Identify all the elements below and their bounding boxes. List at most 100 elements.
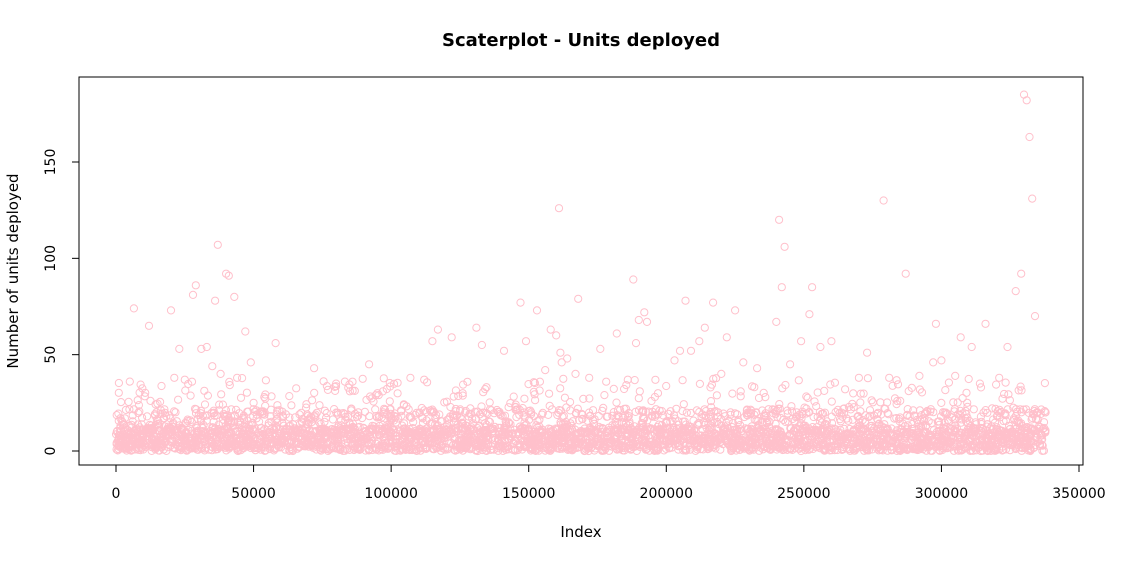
data-point bbox=[888, 436, 898, 445]
data-point bbox=[531, 396, 540, 405]
data-point bbox=[610, 421, 619, 430]
data-point bbox=[580, 446, 589, 456]
data-point bbox=[926, 407, 935, 416]
data-point bbox=[396, 437, 405, 446]
data-point bbox=[853, 422, 863, 431]
data-point bbox=[334, 433, 343, 442]
data-point bbox=[129, 304, 138, 313]
data-point bbox=[803, 435, 813, 444]
data-point bbox=[1000, 389, 1009, 399]
data-point bbox=[900, 443, 909, 452]
data-point bbox=[138, 429, 148, 438]
data-point bbox=[651, 375, 660, 384]
data-point bbox=[917, 440, 926, 449]
data-point bbox=[221, 406, 231, 415]
data-point bbox=[839, 430, 848, 440]
data-point bbox=[680, 445, 689, 454]
data-point bbox=[481, 426, 490, 435]
data-point bbox=[1011, 411, 1020, 421]
data-point bbox=[170, 407, 179, 416]
data-point bbox=[533, 417, 542, 426]
data-point bbox=[821, 445, 830, 454]
data-point bbox=[323, 385, 332, 394]
data-point bbox=[981, 319, 990, 328]
data-point bbox=[707, 419, 716, 428]
data-point bbox=[882, 425, 891, 434]
data-point bbox=[481, 408, 491, 417]
data-point bbox=[443, 415, 452, 424]
data-point bbox=[841, 385, 850, 394]
data-point bbox=[1029, 409, 1038, 419]
data-point bbox=[385, 378, 394, 388]
data-point bbox=[882, 424, 891, 433]
data-point bbox=[934, 430, 943, 439]
data-point bbox=[941, 386, 950, 395]
data-point bbox=[512, 405, 521, 414]
data-point bbox=[310, 441, 319, 450]
data-point bbox=[689, 416, 698, 425]
data-point bbox=[843, 429, 852, 438]
data-point bbox=[148, 434, 157, 444]
data-point bbox=[933, 417, 942, 426]
data-point bbox=[736, 387, 745, 396]
x-axis-label: Index bbox=[560, 523, 601, 541]
data-point bbox=[881, 429, 890, 438]
data-point bbox=[413, 432, 422, 441]
data-point bbox=[1040, 379, 1050, 388]
data-point bbox=[728, 419, 738, 428]
data-point bbox=[302, 419, 311, 428]
data-point bbox=[300, 438, 309, 447]
data-point bbox=[908, 419, 917, 429]
data-point bbox=[783, 406, 792, 415]
data-point bbox=[438, 439, 447, 448]
data-point bbox=[479, 388, 488, 397]
data-point bbox=[1011, 287, 1020, 296]
data-point bbox=[116, 398, 126, 407]
data-point bbox=[589, 439, 598, 448]
data-point bbox=[167, 429, 176, 439]
data-point bbox=[552, 331, 561, 340]
data-point bbox=[256, 431, 265, 440]
data-point bbox=[635, 387, 644, 396]
data-point bbox=[585, 394, 594, 403]
data-point bbox=[645, 425, 655, 434]
data-point bbox=[864, 446, 874, 455]
data-point bbox=[923, 406, 932, 416]
data-point bbox=[861, 441, 871, 450]
data-point bbox=[174, 395, 183, 404]
data-point bbox=[1015, 433, 1024, 442]
data-point bbox=[877, 430, 886, 439]
data-point bbox=[475, 410, 485, 419]
data-point bbox=[903, 405, 912, 414]
data-point bbox=[775, 215, 784, 224]
data-point bbox=[183, 440, 192, 449]
data-point bbox=[136, 380, 145, 389]
data-point bbox=[119, 436, 128, 445]
data-point bbox=[722, 333, 731, 342]
data-point bbox=[156, 397, 165, 406]
data-point bbox=[187, 418, 196, 427]
data-point bbox=[867, 396, 876, 405]
data-point bbox=[348, 422, 357, 431]
data-point bbox=[352, 412, 361, 421]
data-point bbox=[144, 321, 154, 330]
data-point bbox=[736, 445, 745, 454]
data-point bbox=[246, 358, 255, 367]
data-point bbox=[765, 435, 774, 444]
data-point bbox=[967, 429, 976, 438]
data-point bbox=[842, 414, 851, 423]
data-point bbox=[244, 407, 253, 416]
data-point bbox=[1033, 416, 1042, 425]
data-point bbox=[322, 409, 331, 418]
data-point bbox=[560, 393, 570, 402]
data-point bbox=[287, 401, 296, 410]
data-point bbox=[1016, 382, 1025, 391]
data-point bbox=[621, 436, 630, 445]
data-point bbox=[189, 438, 198, 447]
data-point bbox=[659, 411, 668, 420]
data-point bbox=[829, 441, 839, 450]
data-point bbox=[709, 298, 718, 307]
data-point bbox=[119, 430, 128, 439]
data-point bbox=[795, 410, 804, 419]
data-point bbox=[157, 440, 166, 449]
